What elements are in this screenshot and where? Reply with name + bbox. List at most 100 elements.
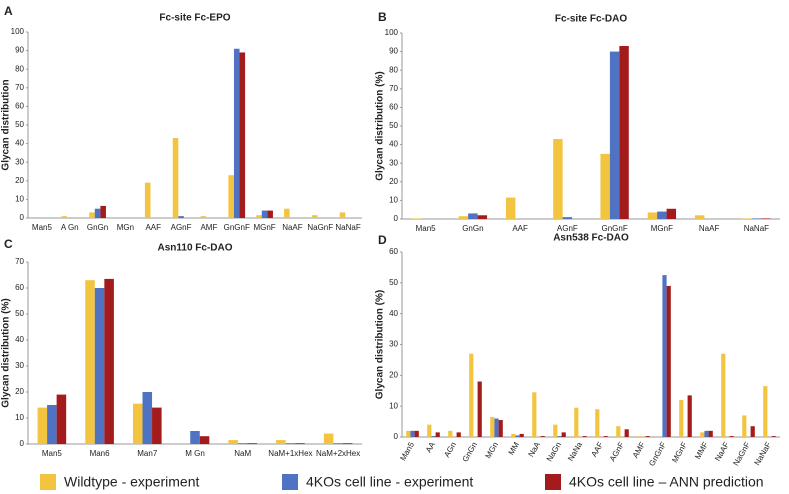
y-tick-label: 60 [15, 102, 24, 111]
x-tick-label: A Gn [61, 223, 79, 232]
x-tick-label: NaGn [545, 441, 563, 464]
x-tick-label: MGn [484, 441, 500, 461]
y-tick-label: 60 [389, 103, 398, 112]
x-tick-label: NaAF [713, 440, 731, 462]
bar [600, 153, 610, 219]
y-tick-label: 0 [394, 214, 399, 223]
x-tick-label: GnGn [87, 223, 108, 232]
x-tick-label: NaNaF [335, 223, 360, 232]
x-tick-label: AAF [589, 440, 605, 458]
bar [637, 436, 642, 437]
bar [704, 430, 709, 437]
y-tick-label: 50 [15, 309, 24, 318]
y-tick-label: 60 [389, 247, 398, 256]
bar [700, 432, 705, 437]
y-tick-label: 50 [15, 120, 24, 129]
bar [142, 392, 153, 444]
x-tick-label: AGnF [557, 224, 578, 233]
bar [342, 443, 353, 444]
bar [228, 175, 234, 218]
x-tick-label: GnGnF [647, 440, 668, 467]
x-tick-label: AGn [442, 441, 458, 459]
bar [561, 432, 566, 437]
chart-title: Fc-site Fc-EPO [159, 13, 230, 24]
x-tick-label: GnGnF [224, 223, 250, 232]
bar [411, 218, 421, 219]
y-tick-label: 40 [15, 139, 24, 148]
bar [761, 218, 771, 219]
bar [178, 216, 184, 218]
bar [505, 197, 516, 219]
bar [237, 443, 248, 444]
y-tick-label: 90 [15, 46, 24, 55]
x-tick-label: NaA [526, 440, 542, 459]
bar [553, 139, 563, 219]
y-tick-label: 0 [394, 432, 399, 441]
bar [540, 436, 545, 437]
y-tick-label: 20 [15, 387, 24, 396]
bar [285, 443, 296, 444]
chart-title: Asn538 Fc-DAO [553, 233, 629, 244]
bar [456, 432, 461, 437]
bar [498, 420, 503, 437]
bar [771, 436, 776, 437]
bar [410, 430, 415, 437]
bar [458, 216, 469, 219]
bar [657, 211, 667, 219]
y-tick-label: 40 [389, 140, 398, 149]
x-tick-label: AMF [631, 440, 647, 459]
bar [494, 418, 499, 437]
bar [239, 52, 246, 219]
bar [679, 400, 684, 437]
bar [708, 430, 713, 437]
bar [666, 208, 677, 219]
y-tick-label: 0 [20, 213, 25, 222]
bar [609, 51, 620, 219]
y-tick-label: 10 [389, 196, 398, 205]
x-tick-label: Man7 [137, 449, 158, 458]
x-tick-label: MGnF [253, 223, 275, 232]
y-tick-label: 100 [385, 28, 399, 37]
y-tick-label: 20 [389, 370, 398, 379]
x-tick-label: GnGn [462, 224, 483, 233]
bar [152, 407, 162, 444]
bar [406, 430, 411, 437]
x-tick-label: AGnF [608, 440, 626, 463]
bar [267, 210, 273, 218]
y-tick-label: 10 [15, 195, 24, 204]
bar [490, 416, 495, 437]
bar [619, 46, 629, 219]
bar [276, 440, 286, 444]
x-tick-label: GnGn [461, 441, 479, 464]
y-axis-label: Glycan distribution (%) [375, 290, 386, 399]
bar [311, 215, 318, 218]
bar [448, 430, 453, 437]
legend-swatch [545, 474, 561, 490]
x-tick-label: MGnF [651, 224, 673, 233]
bar [172, 138, 179, 218]
bar [694, 215, 705, 219]
y-tick-label: 20 [389, 177, 398, 186]
bar [557, 436, 562, 437]
x-tick-label: AGnF [171, 223, 192, 232]
y-tick-label: 30 [15, 157, 24, 166]
bar [742, 218, 752, 219]
x-tick-label: NaAF [699, 224, 720, 233]
bar [511, 433, 516, 437]
x-tick-label: NaNaF [744, 224, 769, 233]
bar [645, 436, 650, 437]
x-tick-label: Man5 [398, 440, 416, 462]
x-tick-label: MM [507, 440, 522, 456]
bar [144, 182, 151, 218]
bar [37, 407, 48, 444]
bar [85, 280, 95, 444]
x-tick-label: MMF [693, 440, 710, 460]
x-tick-label: Man5 [416, 224, 437, 233]
x-tick-label: NaNaF [753, 440, 774, 467]
panel-label: D [378, 233, 387, 247]
bar [89, 212, 95, 218]
bar [247, 443, 258, 444]
bar [94, 288, 105, 444]
bar [750, 426, 755, 437]
